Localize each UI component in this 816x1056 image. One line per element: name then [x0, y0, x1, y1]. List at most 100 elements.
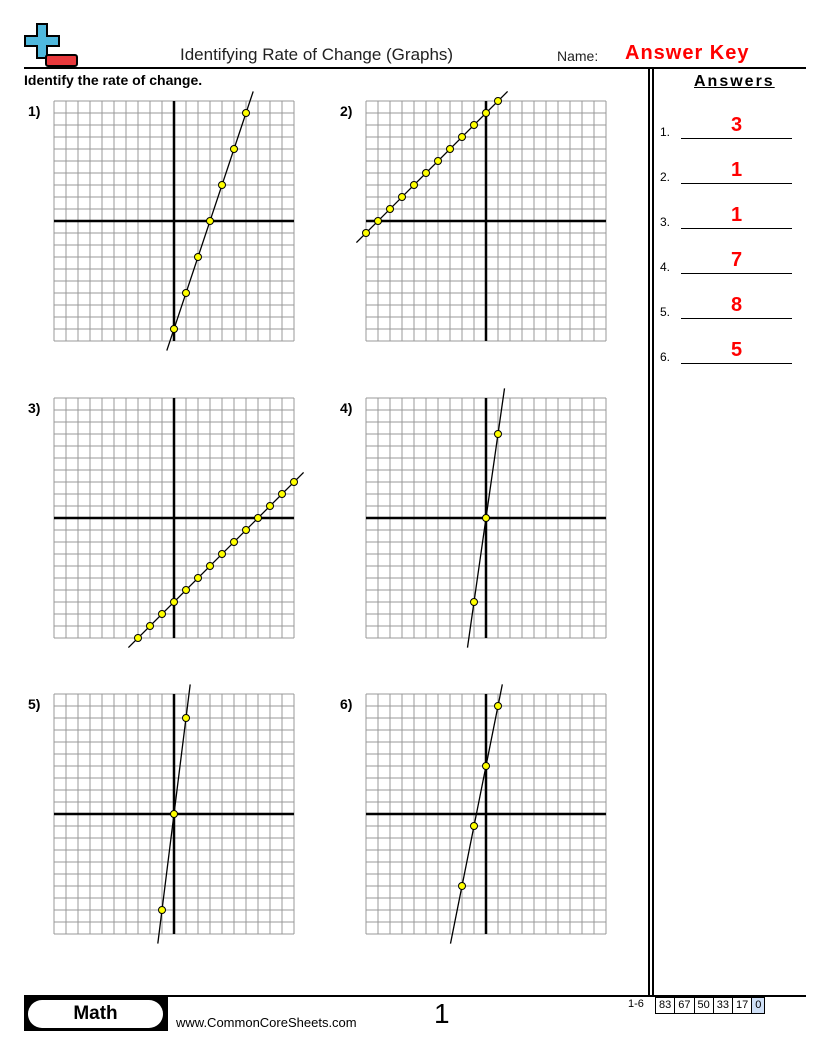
- answer-value: 8: [730, 294, 743, 316]
- data-point: [170, 598, 178, 606]
- page-number: 1: [434, 998, 450, 1029]
- function-line: [127, 471, 305, 649]
- data-point: [218, 181, 226, 189]
- answer-number: 1.: [660, 125, 671, 139]
- answer-row: 3. 1: [660, 199, 795, 229]
- data-point: [158, 906, 166, 914]
- answer-column-divider: [648, 68, 650, 996]
- score-table: 83 67 50 33 17 0: [655, 997, 766, 1014]
- answer-value: 1: [730, 159, 743, 181]
- page-title: Identifying Rate of Change (Graphs): [180, 45, 454, 64]
- data-point: [278, 490, 286, 498]
- coordinate-grid: [53, 91, 295, 351]
- answer-blank: [681, 318, 792, 319]
- data-point: [482, 762, 490, 770]
- coordinate-grid: [365, 388, 607, 648]
- data-point: [134, 634, 142, 642]
- score-cell: 0: [752, 997, 766, 1014]
- data-point: [470, 822, 478, 830]
- data-point: [398, 193, 406, 201]
- instructions: Identify the rate of change.: [24, 72, 203, 88]
- answer-number: 2.: [660, 170, 671, 184]
- data-point: [194, 253, 202, 261]
- data-point: [266, 502, 274, 510]
- score-cell: 17: [733, 997, 753, 1014]
- data-point: [206, 562, 214, 570]
- data-point: [218, 550, 226, 558]
- data-point: [410, 181, 418, 189]
- data-point: [470, 598, 478, 606]
- data-point: [494, 702, 502, 710]
- answer-value: 7: [730, 249, 743, 271]
- answer-column-divider: [652, 68, 654, 996]
- data-point: [482, 514, 490, 522]
- header-divider: [24, 67, 806, 69]
- data-point: [446, 145, 454, 153]
- answers-heading: Answers: [694, 73, 775, 90]
- logo-plus-minus-icon: [24, 23, 78, 67]
- data-point: [374, 217, 382, 225]
- data-point: [170, 325, 178, 333]
- data-point: [182, 586, 190, 594]
- score-cell: 33: [713, 997, 733, 1014]
- answer-number: 5.: [660, 305, 671, 319]
- data-point: [470, 121, 478, 129]
- data-point: [170, 810, 178, 818]
- answer-blank: [681, 183, 792, 184]
- data-point: [254, 514, 262, 522]
- site-url: www.CommonCoreSheets.com: [176, 1015, 357, 1030]
- answer-number: 3.: [660, 215, 671, 229]
- answer-blank: [681, 363, 792, 364]
- data-point: [242, 109, 250, 117]
- answer-blank: [681, 228, 792, 229]
- score-cell: 83: [655, 997, 676, 1014]
- data-point: [242, 526, 250, 534]
- data-point: [290, 478, 298, 486]
- data-point: [158, 610, 166, 618]
- problem-number: 3): [28, 400, 41, 416]
- data-point: [230, 538, 238, 546]
- answer-row: 2. 1: [660, 154, 795, 184]
- answer-value: 1: [730, 204, 743, 226]
- function-line: [355, 90, 509, 244]
- subject-label: Math: [28, 1000, 163, 1028]
- data-point: [494, 430, 502, 438]
- answer-blank: [681, 138, 792, 139]
- answer-blank: [681, 273, 792, 274]
- coordinate-grid: [53, 397, 305, 649]
- data-point: [230, 145, 238, 153]
- function-line: [449, 684, 503, 944]
- answer-value: 3: [730, 114, 743, 136]
- data-point: [482, 109, 490, 117]
- answer-number: 6.: [660, 350, 671, 364]
- answer-row: 5. 8: [660, 289, 795, 319]
- problem-number: 6): [340, 696, 353, 712]
- score-cell: 50: [694, 997, 714, 1014]
- data-point: [458, 882, 466, 890]
- answer-value: 5: [730, 339, 743, 361]
- data-point: [494, 97, 502, 105]
- data-point: [182, 714, 190, 722]
- coordinate-grid: [365, 684, 607, 944]
- name-label: Name:: [557, 48, 599, 64]
- data-point: [458, 133, 466, 141]
- data-point: [362, 229, 370, 237]
- data-point: [422, 169, 430, 177]
- answer-row: 4. 7: [660, 244, 795, 274]
- coordinate-grid: [53, 684, 295, 944]
- data-point: [434, 157, 442, 165]
- answer-row: 6. 5: [660, 334, 795, 364]
- problem-range: 1-6: [628, 998, 644, 1010]
- coordinate-grid: [355, 90, 607, 342]
- problem-number: 5): [28, 696, 41, 712]
- problem-number: 2): [340, 103, 353, 119]
- answer-number: 4.: [660, 260, 671, 274]
- answer-key-label: Answer Key: [625, 42, 750, 64]
- problem-number: 1): [28, 103, 41, 119]
- data-point: [146, 622, 154, 630]
- score-cell: 67: [675, 997, 695, 1014]
- data-point: [206, 217, 214, 225]
- data-point: [182, 289, 190, 297]
- problem-number: 4): [340, 400, 353, 416]
